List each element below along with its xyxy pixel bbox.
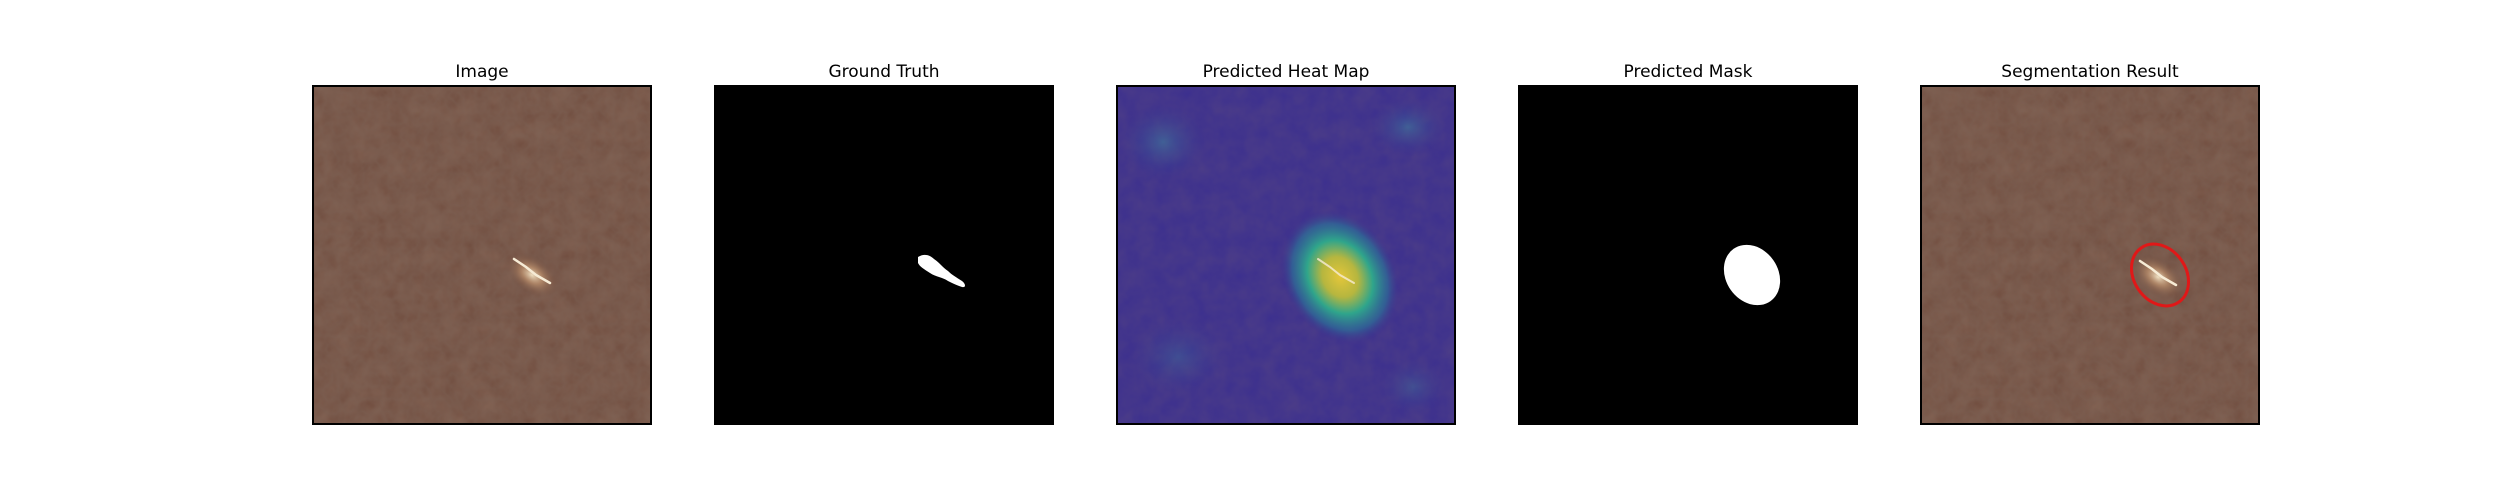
- defect-highlight: [505, 252, 559, 298]
- segmentation-result-image: [1920, 85, 2260, 425]
- panel-title-heat-map: Predicted Heat Map: [1202, 62, 1370, 82]
- predicted-mask-image: [1518, 85, 1858, 425]
- heat-map-image: [1116, 85, 1456, 425]
- segmentation-contour: [2130, 242, 2190, 308]
- panel-title-ground-truth: Ground Truth: [828, 62, 940, 82]
- panel-title-segmentation-result: Segmentation Result: [2001, 62, 2179, 82]
- ground-truth-mask: [714, 85, 1054, 425]
- heat-hotspot: [1280, 210, 1400, 344]
- panel-segmentation-result: Segmentation Result: [1920, 60, 2260, 425]
- panel-image: Image: [312, 60, 652, 425]
- ground-truth-region: [918, 254, 965, 288]
- defect-scratch: [512, 257, 552, 285]
- panel-heat-map: Predicted Heat Map: [1116, 60, 1456, 425]
- predicted-region: [1723, 244, 1781, 306]
- panel-title-image: Image: [455, 62, 509, 82]
- panel-predicted-mask: Predicted Mask: [1518, 60, 1858, 425]
- panel-ground-truth: Ground Truth: [714, 60, 1054, 425]
- leather-image: [312, 85, 652, 425]
- leather-photo: [314, 87, 650, 423]
- panel-title-predicted-mask: Predicted Mask: [1623, 62, 1753, 82]
